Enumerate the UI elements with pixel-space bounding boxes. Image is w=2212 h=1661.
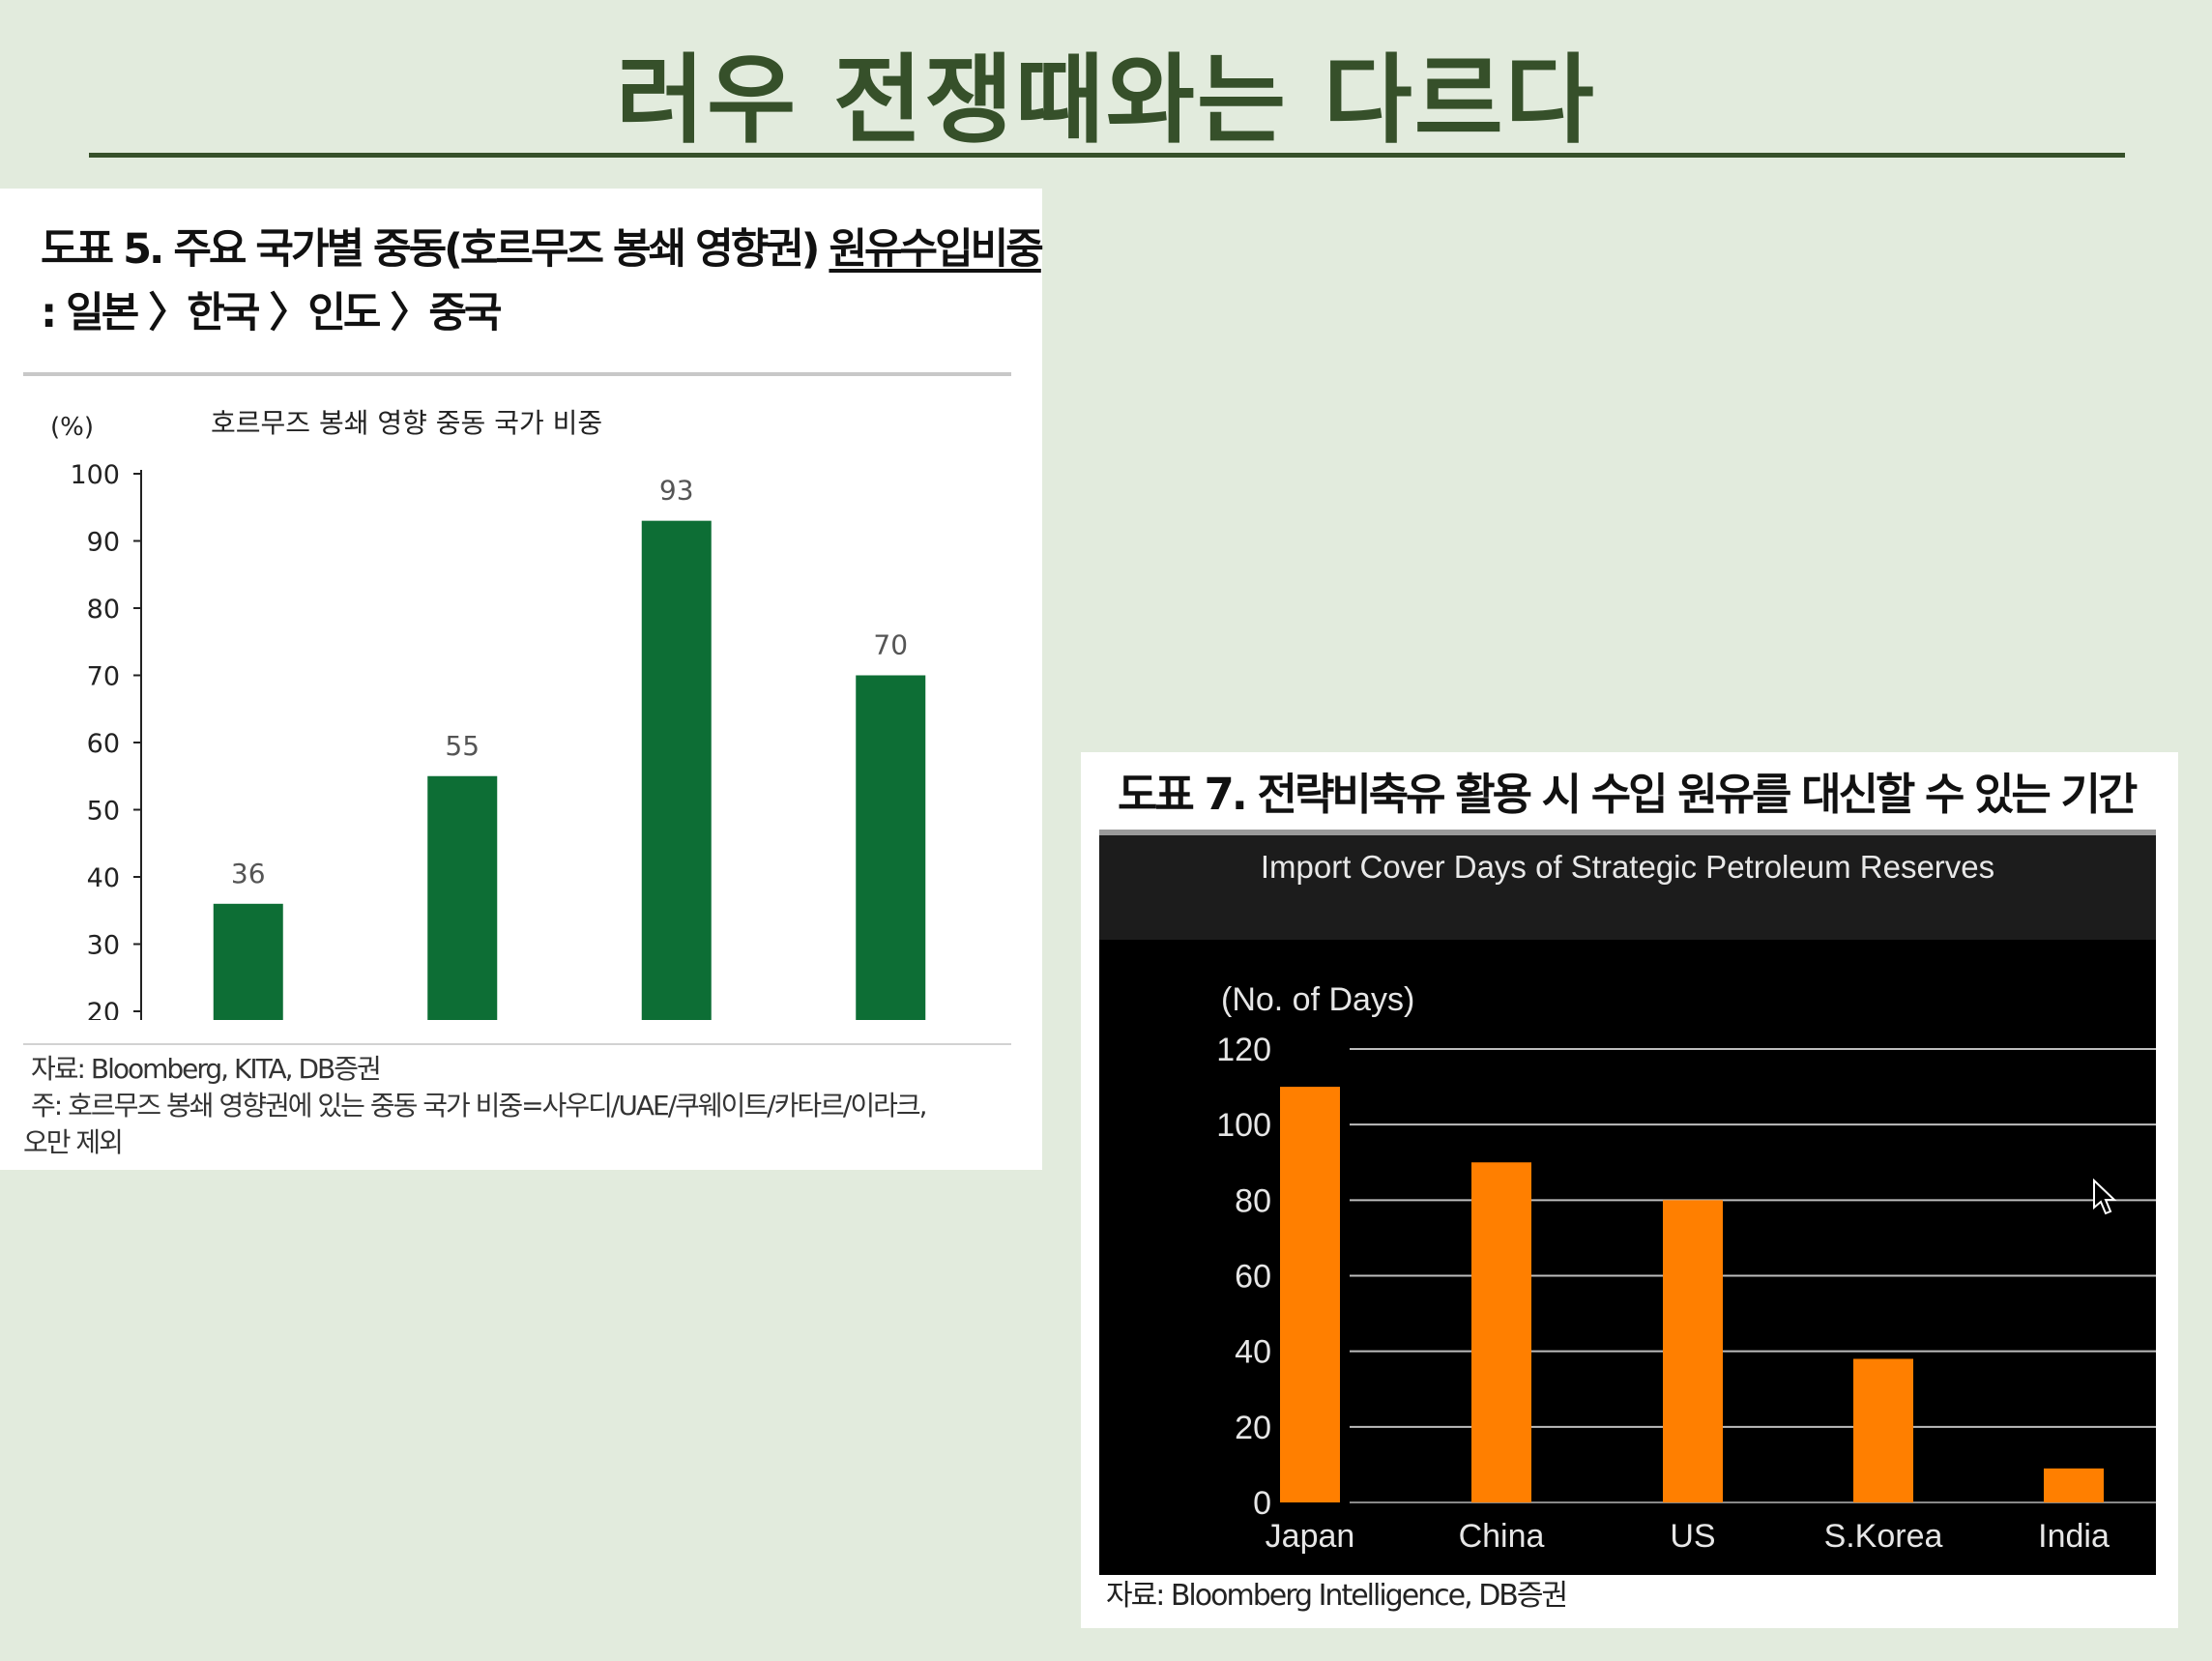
figure-7-title: 도표 7. 전략비축유 활용 시 수입 원유를 대신할 수 있는 기간 [1118, 769, 2138, 820]
bar [2044, 1468, 2104, 1502]
x-tick-label: Japan [1266, 1518, 1355, 1555]
figure-5-source: 자료: Bloomberg, KITA, DB증권 [31, 1053, 382, 1085]
y-tick-label: 40 [1235, 1334, 1271, 1371]
bar [1280, 1087, 1340, 1502]
chart-title: 호르무즈 봉쇄 영향 중동 국가 비중 [211, 407, 602, 439]
figure-5-title: 도표 5. 주요 국가별 중동(호르무즈 봉쇄 영향권) 원유수입비중 : 일본… [41, 218, 1044, 345]
figure-5-title-prefix: 도표 5. 주요 국가별 중동(호르무즈 봉쇄 영향권) [41, 225, 830, 274]
mouse-cursor-icon [2093, 1179, 2117, 1215]
bar [1853, 1358, 1913, 1502]
y-tick-label: 20 [1235, 1410, 1271, 1446]
bar [641, 520, 712, 1020]
data-label: 93 [659, 475, 694, 507]
figure-5-bar-chart: (%)호르무즈 봉쇄 영향 중동 국가 비중010203040506070809… [50, 407, 926, 1020]
data-label: 36 [231, 858, 266, 889]
figure-7-title-band [1099, 835, 2156, 940]
x-tick-label: India [2038, 1518, 2110, 1555]
figure-5-title-line1: 도표 5. 주요 국가별 중동(호르무즈 봉쇄 영향권) 원유수입비중 [41, 218, 1044, 281]
figure-5-panel: 도표 5. 주요 국가별 중동(호르무즈 봉쇄 영향권) 원유수입비중 : 일본… [0, 189, 1044, 1170]
figure-7-source: 자료: Bloomberg Intelligence, DB증권 [1106, 1579, 1568, 1613]
y-tick-label: 100 [70, 460, 120, 490]
figure-5-note-cont: 오만 제외 [23, 1126, 124, 1158]
y-tick-label: 20 [87, 998, 120, 1020]
y-tick-label: 90 [87, 528, 120, 558]
y-tick-label: 100 [1216, 1107, 1271, 1144]
x-tick-label: US [1670, 1518, 1715, 1555]
y-tick-label: 80 [1235, 1182, 1271, 1219]
bar [856, 675, 926, 1020]
figure-5-title-line2: : 일본 〉한국 〉인도 〉중국 [41, 289, 503, 337]
bar [1663, 1200, 1723, 1502]
y-tick-label: 60 [87, 729, 120, 759]
y-tick-label: 70 [87, 662, 120, 692]
x-tick-label: S.Korea [1824, 1518, 1943, 1555]
bar [1471, 1162, 1531, 1502]
data-label: 55 [445, 730, 480, 762]
figure-7-top-rule [1099, 830, 2156, 835]
bar [427, 775, 498, 1020]
bar [213, 903, 283, 1020]
figure-5-title-divider [23, 372, 1011, 376]
y-tick-label: 40 [87, 863, 120, 893]
y-tick-label: 60 [1235, 1259, 1271, 1296]
figure-5-note: 주: 호르무즈 봉쇄 영향권에 있는 중동 국가 비중=사우디/UAE/쿠웨이트… [31, 1090, 927, 1122]
y-tick-label: 50 [87, 797, 120, 827]
data-label: 70 [873, 629, 908, 661]
y-tick-label: 120 [1216, 1032, 1271, 1068]
figure-7-chart-area: Import Cover Days of Strategic Petroleum… [1099, 835, 2156, 1575]
y-axis-unit-label: (No. of Days) [1221, 981, 1414, 1018]
y-tick-label: 30 [87, 931, 120, 961]
figure-5-title-underlined: 원유수입비중 [829, 225, 1043, 274]
x-tick-label: China [1459, 1518, 1545, 1555]
title-divider [89, 153, 2125, 158]
figure-7-panel: 도표 7. 전략비축유 활용 시 수입 원유를 대신할 수 있는 기간 Impo… [1081, 752, 2178, 1628]
slide-title: 러우 전쟁때와는 다르다 [616, 44, 1596, 157]
y-axis-unit-label: (%) [50, 413, 94, 442]
y-tick-label: 0 [1253, 1485, 1271, 1522]
y-tick-label: 80 [87, 595, 120, 625]
figure-7-bar-chart: (No. of Days) 0 20 40 60 80 100 120 Japan China US… [1216, 981, 2156, 1555]
figure-5-source-divider [23, 1043, 1011, 1045]
figure-7-chart-title: Import Cover Days of Strategic Petroleum… [1260, 849, 1995, 885]
